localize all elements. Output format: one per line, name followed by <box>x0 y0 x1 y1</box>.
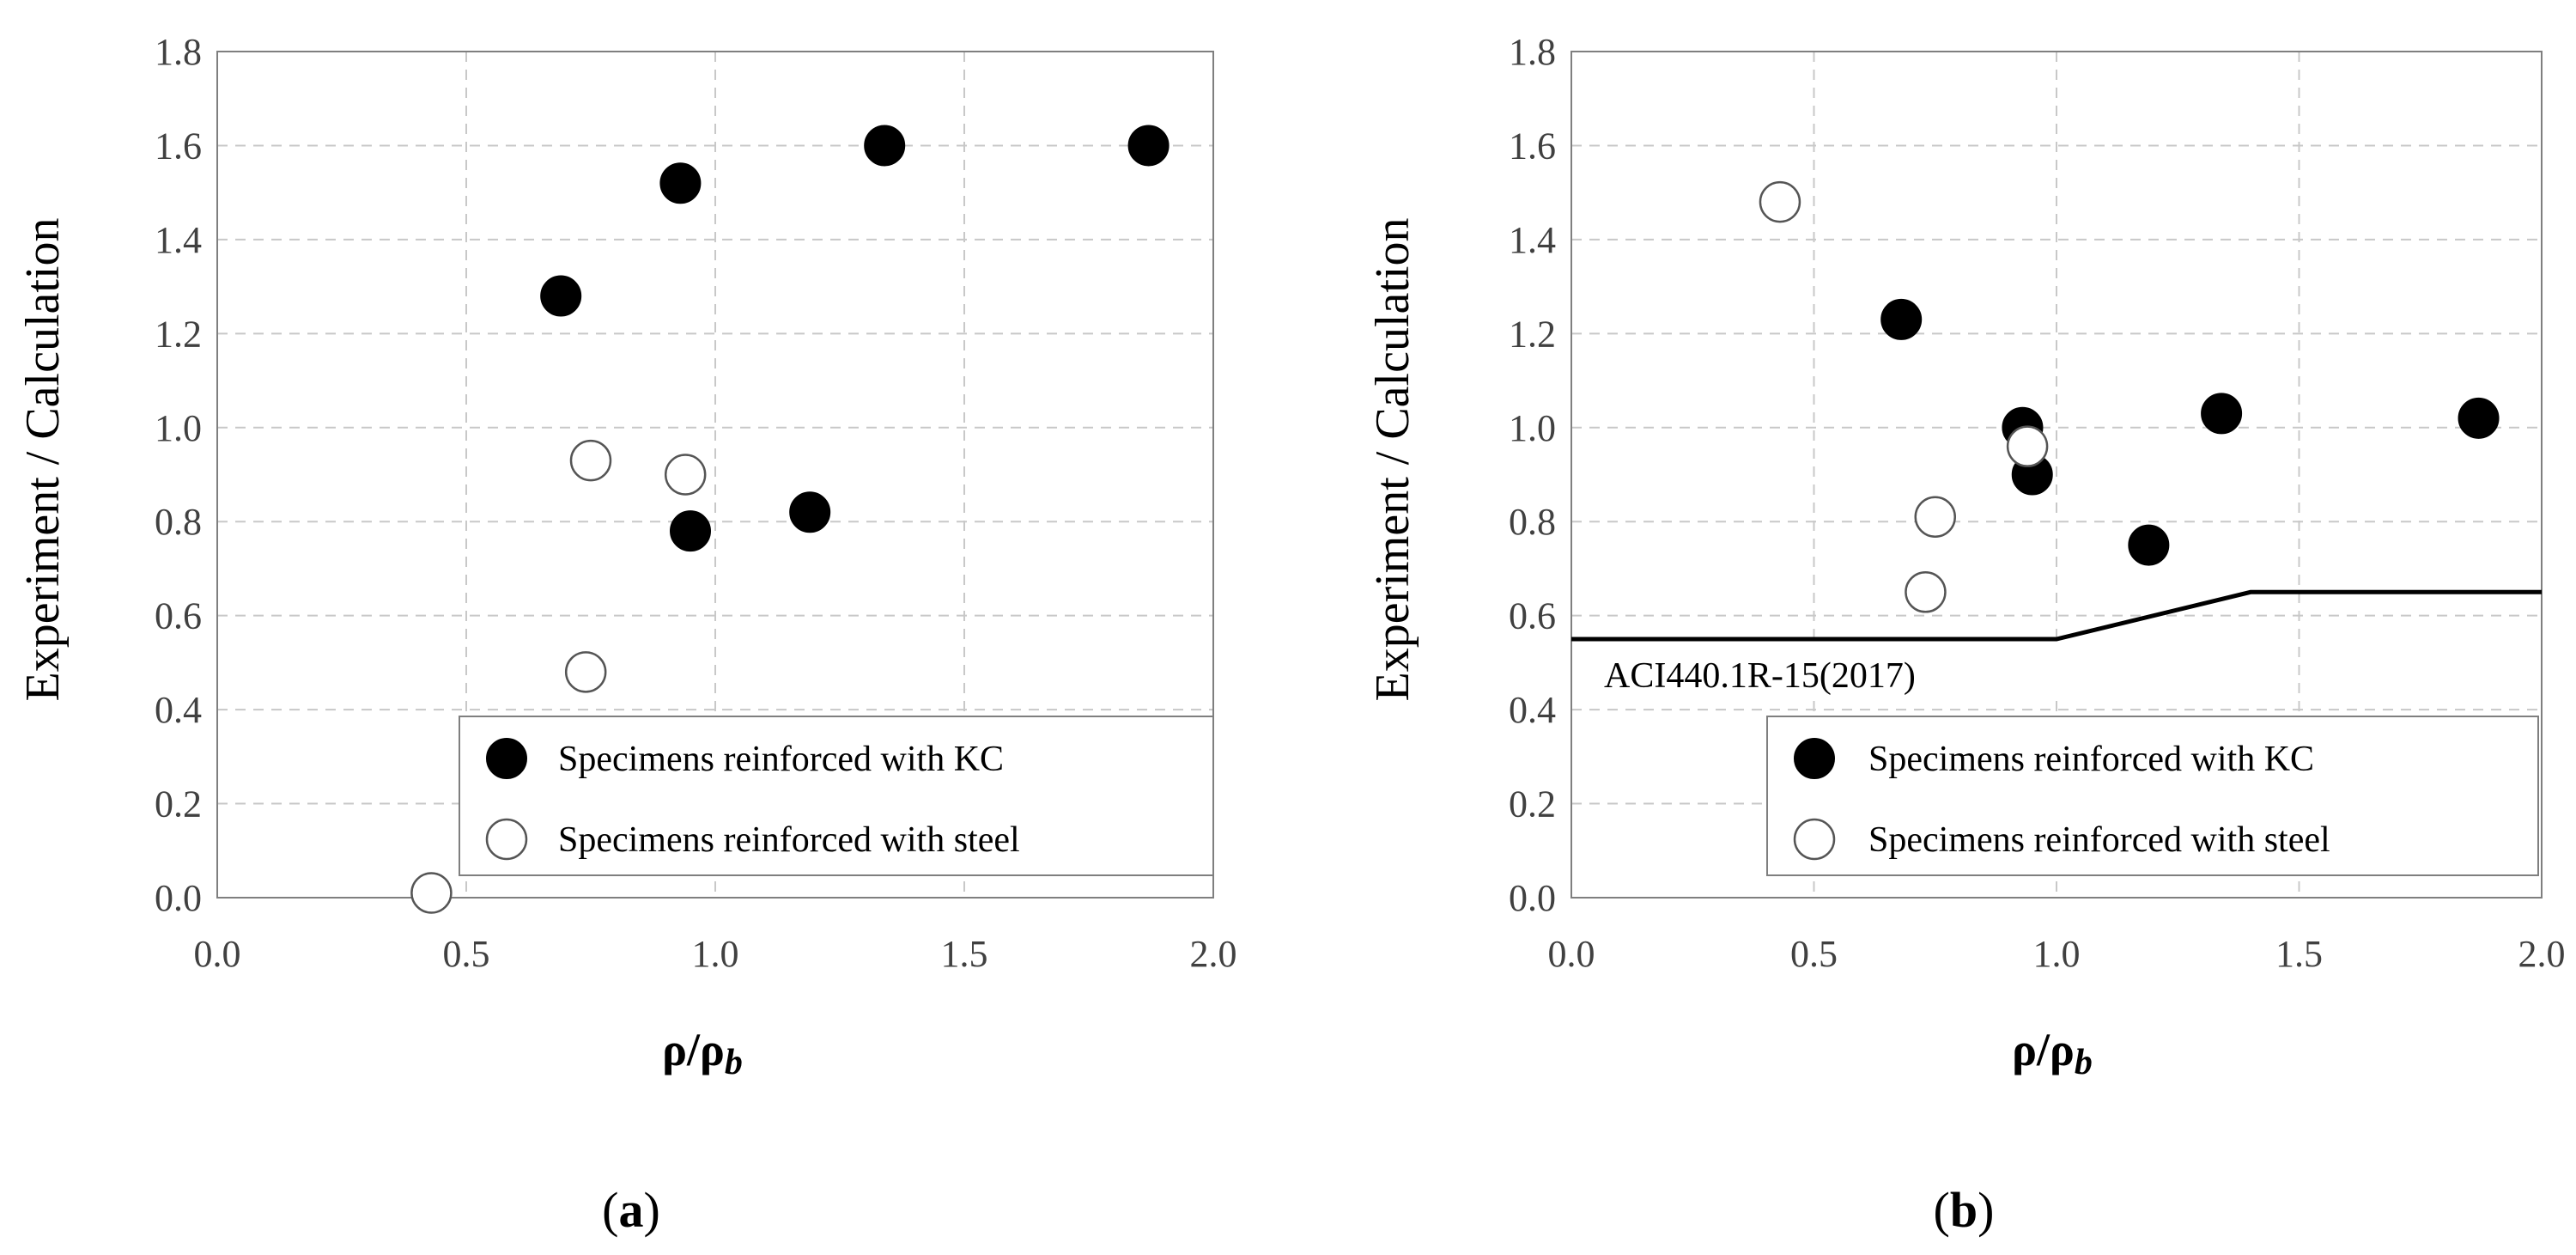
data-point-steel <box>664 454 707 496</box>
legend-box <box>459 716 1214 876</box>
data-points <box>410 125 1170 914</box>
y-axis-label: Experiment / Calculation <box>1366 218 1419 702</box>
data-point-kc <box>1880 298 1923 340</box>
legend-label-kc: Specimens reinforced with KC <box>558 740 1004 779</box>
data-point-kc <box>540 275 582 317</box>
data-point-kc <box>659 162 702 204</box>
y-tick-label: 0.4 <box>1509 689 1556 731</box>
data-point-steel <box>564 651 607 693</box>
y-tick-label: 1.0 <box>155 407 202 449</box>
data-point-kc <box>2128 524 2170 566</box>
x-axis-label: ρ/ρb <box>662 1024 743 1082</box>
y-tick-label: 0.8 <box>155 501 202 543</box>
panel-label-b: (b) <box>1934 1182 1995 1238</box>
plot-frame <box>216 51 1214 899</box>
chart-panel-b: 0.0 0.2 0.4 0.6 0.8 1.0 1.2 1.4 1.6 1.8 0.0 0.5 1.0… <box>1366 31 2566 1238</box>
y-tick-label: 1.8 <box>155 31 202 73</box>
x-tick-label: 2.0 <box>1190 933 1237 975</box>
x-tick-label: 1.5 <box>941 933 988 975</box>
y-tick-labels: 0.0 0.2 0.4 0.6 0.8 1.0 1.2 1.4 1.6 1.8 <box>155 31 202 919</box>
x-tick-label: 1.5 <box>2275 933 2323 975</box>
x-tick-label: 2.0 <box>2518 933 2566 975</box>
y-tick-label: 0.2 <box>155 783 202 825</box>
x-axis-label: ρ/ρb <box>2012 1024 2093 1082</box>
legend-label-kc: Specimens reinforced with KC <box>1868 740 2314 779</box>
y-tick-label: 1.2 <box>1509 313 1556 355</box>
panel-label-a: (a) <box>602 1182 660 1238</box>
y-tick-label: 1.8 <box>1509 31 1556 73</box>
x-tick-label: 0.0 <box>1548 933 1595 975</box>
data-point-kc <box>2458 397 2500 439</box>
y-tick-label: 0.8 <box>1509 501 1556 543</box>
y-tick-label: 0.6 <box>155 595 202 637</box>
reference-line-label: ACI440.1R-15(2017) <box>1604 656 1916 696</box>
x-tick-label: 0.5 <box>1790 933 1838 975</box>
y-tick-label: 0.4 <box>155 689 202 731</box>
y-tick-label: 1.6 <box>155 125 202 167</box>
reference-label-bg <box>1589 646 2069 699</box>
legend-marker-kc <box>486 738 527 779</box>
y-tick-label: 0.0 <box>155 877 202 919</box>
legend: Specimens reinforced with KC Specimens r… <box>459 716 1214 876</box>
data-point-steel <box>1914 496 1956 538</box>
y-tick-label: 1.6 <box>1509 125 1556 167</box>
y-tick-label: 0.0 <box>1509 877 1556 919</box>
y-tick-label: 1.4 <box>1509 219 1556 261</box>
legend-marker-steel <box>1793 818 1836 861</box>
y-tick-label: 1.4 <box>155 219 202 261</box>
data-points <box>1759 180 2500 613</box>
y-axis-label: Experiment / Calculation <box>16 218 70 702</box>
data-point-steel <box>569 439 612 482</box>
data-point-kc <box>1127 125 1170 167</box>
x-tick-labels: 0.0 0.5 1.0 1.5 2.0 <box>194 933 1237 975</box>
y-tick-label: 0.2 <box>1509 783 1556 825</box>
legend-label-steel: Specimens reinforced with steel <box>558 820 1020 860</box>
data-point-kc <box>789 491 831 533</box>
y-tick-label: 1.2 <box>155 313 202 355</box>
data-point-kc <box>670 510 711 552</box>
legend-box <box>1766 716 2539 876</box>
plot-frame <box>1571 51 2543 899</box>
y-tick-label: 1.0 <box>1509 407 1556 449</box>
grid-lines <box>217 52 1213 898</box>
data-point-steel <box>2006 425 2049 467</box>
legend-label-steel: Specimens reinforced with steel <box>1868 820 2330 860</box>
x-tick-label: 1.0 <box>692 933 739 975</box>
legend-marker-steel <box>485 818 528 861</box>
x-tick-labels: 0.0 0.5 1.0 1.5 2.0 <box>1548 933 2566 975</box>
chart-panel-a: 0.0 0.2 0.4 0.6 0.8 1.0 1.2 1.4 1.6 1.8 0.0 0.5 1.0… <box>16 31 1237 1238</box>
y-tick-labels: 0.0 0.2 0.4 0.6 0.8 1.0 1.2 1.4 1.6 1.8 <box>1509 31 1556 919</box>
x-tick-label: 0.5 <box>443 933 490 975</box>
data-point-kc <box>2201 393 2243 435</box>
legend-marker-kc <box>1794 738 1835 779</box>
data-point-steel <box>1759 180 1801 223</box>
y-tick-label: 0.6 <box>1509 595 1556 637</box>
legend: Specimens reinforced with KC Specimens r… <box>1766 716 2539 876</box>
data-point-steel <box>410 872 453 914</box>
x-tick-label: 0.0 <box>194 933 241 975</box>
data-point-steel <box>1905 571 1947 613</box>
data-point-kc <box>864 125 906 167</box>
x-tick-label: 1.0 <box>2033 933 2081 975</box>
reference-line-aci440 <box>1571 589 2542 642</box>
